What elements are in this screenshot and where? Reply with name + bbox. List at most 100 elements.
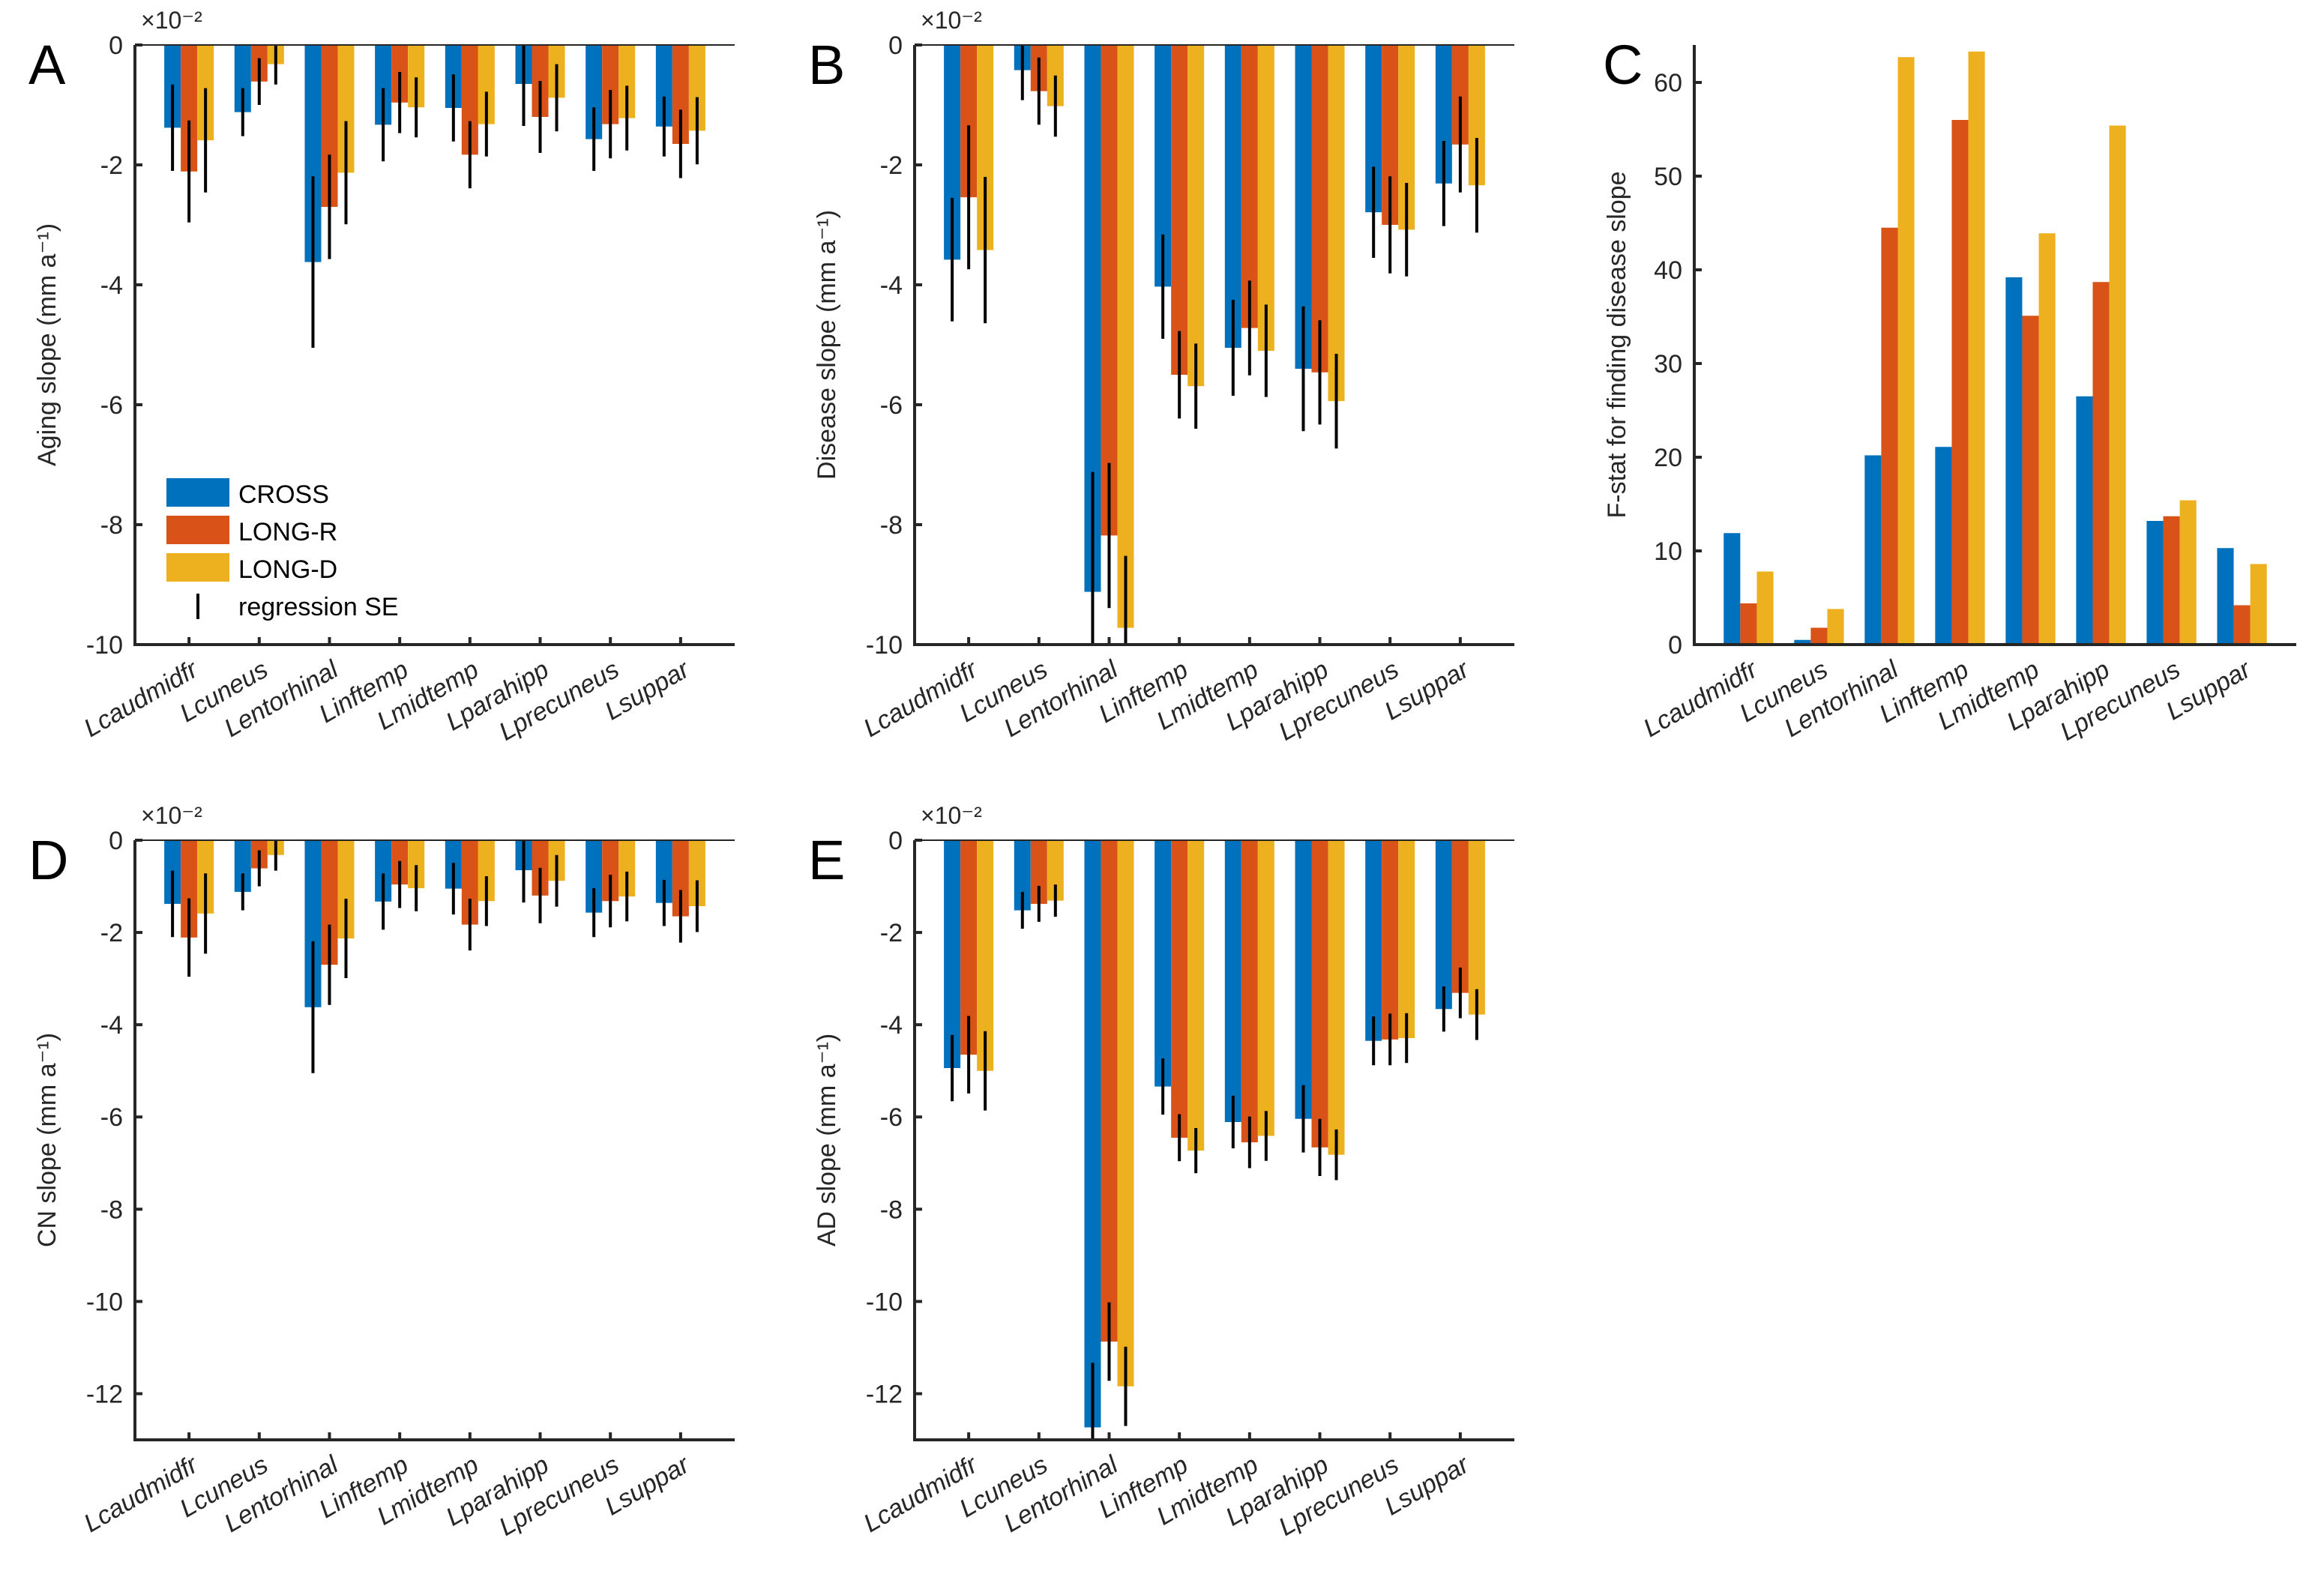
bar-long-r-lentorhinal — [321, 840, 338, 965]
bar-cross-lmidtemp — [1224, 840, 1241, 1122]
bar-long-r-linftemp — [1171, 840, 1188, 1138]
bar-long-r-lparahipp — [1311, 45, 1328, 373]
bar-long-d-lprecuneus — [1398, 45, 1415, 230]
bar-cross-lparahipp — [1295, 45, 1312, 369]
y-tick-label: -2 — [880, 919, 903, 947]
bar-long-d-lcuneus — [1827, 609, 1844, 645]
bar-cross-lsuppar — [1435, 45, 1452, 184]
y-tick-label: -8 — [880, 511, 903, 540]
legend-label: CROSS — [238, 480, 329, 509]
panel-letter: E — [808, 829, 845, 891]
bar-cross-lcuneus — [234, 45, 251, 112]
legend-label: LONG-D — [238, 555, 337, 584]
y-tick-label: -10 — [866, 631, 903, 660]
y-tick-label: -4 — [100, 1011, 123, 1040]
bar-cross-lprecuneus — [585, 45, 603, 139]
y-tick-label: -8 — [100, 1195, 123, 1224]
bar-long-d-lsuppar — [2250, 564, 2267, 645]
bar-long-r-lmidtemp — [1241, 840, 1258, 1143]
y-tick-label: 0 — [888, 827, 903, 855]
bar-long-r-lprecuneus — [2163, 516, 2180, 645]
bar-cross-lentorhinal — [304, 45, 322, 262]
bar-long-d-lsuppar — [688, 45, 705, 131]
bar-long-d-lparahipp — [1328, 45, 1345, 402]
bar-long-r-lparahipp — [1311, 840, 1328, 1148]
bar-long-d-lcaudmidfr — [977, 840, 994, 1071]
exponent-label: ×10⁻² — [141, 802, 202, 829]
bar-long-d-lprecuneus — [1398, 840, 1415, 1038]
bar-long-r-lprecuneus — [1382, 45, 1399, 225]
bar-long-r-lparahipp — [2092, 282, 2110, 645]
bar-long-r-linftemp — [1951, 120, 1969, 645]
panel-e: E-12-10-8-6-4-20LcaudmidfrLcuneusLentorh… — [808, 802, 1514, 1542]
bar-long-r-lcaudmidfr — [1740, 603, 1757, 645]
legend-label: LONG-R — [238, 518, 337, 546]
y-tick-label: 60 — [1654, 69, 1682, 97]
bar-long-d-lprecuneus — [618, 840, 636, 897]
bar-long-r-lcuneus — [1030, 840, 1047, 904]
bar-cross-lcuneus — [234, 840, 251, 892]
bar-long-r-lcaudmidfr — [181, 45, 198, 172]
legend: CROSS LONG-R LONG-D regression SE — [166, 478, 399, 621]
bar-long-d-lmidtemp — [1257, 45, 1274, 351]
bar-long-d-linftemp — [1187, 840, 1205, 1151]
bar-long-d-lentorhinal — [337, 45, 355, 173]
bar-cross-lsuppar — [1435, 840, 1452, 1010]
bar-long-d-lprecuneus — [618, 45, 636, 118]
bar-cross-linftemp — [375, 45, 392, 125]
bar-cross-linftemp — [375, 840, 392, 902]
bar-long-d-linftemp — [408, 840, 425, 888]
y-tick-label: -4 — [880, 271, 903, 300]
bar-long-r-lcaudmidfr — [181, 840, 198, 938]
y-tick-label: -2 — [880, 151, 903, 180]
bar-cross-lsuppar — [2217, 548, 2234, 645]
y-axis-label: Aging slope (mm a⁻¹) — [33, 223, 61, 466]
bar-long-d-lparahipp — [2109, 125, 2126, 645]
bar-long-d-lentorhinal — [337, 840, 355, 939]
bar-long-r-lsuppar — [672, 45, 689, 144]
bar-long-d-lsuppar — [688, 840, 705, 906]
panel-letter: C — [1603, 34, 1643, 96]
bar-long-d-lentorhinal — [1897, 57, 1915, 645]
y-axis-label: CN slope (mm a⁻¹) — [33, 1033, 61, 1247]
panel-letter: A — [28, 34, 66, 96]
bar-cross-lcaudmidfr — [1724, 533, 1741, 645]
bar-cross-lentorhinal — [1084, 840, 1101, 1428]
y-tick-label: -12 — [86, 1380, 123, 1408]
y-tick-label: -6 — [880, 391, 903, 420]
bar-long-r-lcuneus — [1810, 627, 1828, 645]
y-tick-label: -10 — [86, 631, 123, 660]
y-tick-label: -8 — [100, 511, 123, 540]
bar-long-d-lmidtemp — [478, 45, 495, 124]
bar-cross-lmidtemp — [1224, 45, 1241, 348]
bar-long-r-lmidtemp — [1241, 45, 1258, 328]
bar-long-r-lprecuneus — [602, 45, 619, 124]
y-tick-label: -6 — [880, 1103, 903, 1132]
y-tick-label: -10 — [86, 1288, 123, 1316]
bar-long-r-lentorhinal — [1881, 227, 1898, 645]
bar-cross-lprecuneus — [2146, 521, 2164, 645]
bar-long-d-lcaudmidfr — [1756, 571, 1774, 645]
bar-long-d-lcuneus — [1047, 840, 1064, 901]
y-tick-label: -6 — [100, 1103, 123, 1132]
bar-cross-lentorhinal — [1864, 455, 1882, 645]
bar-cross-lcuneus — [1014, 840, 1031, 911]
y-tick-label: 0 — [109, 31, 123, 60]
bar-cross-lentorhinal — [304, 840, 322, 1007]
exponent-label: ×10⁻² — [921, 802, 982, 829]
bar-long-r-lprecuneus — [1382, 840, 1399, 1040]
y-tick-label: 40 — [1654, 256, 1682, 285]
bar-long-d-lmidtemp — [478, 840, 495, 902]
bar-long-r-lentorhinal — [1101, 45, 1118, 536]
y-tick-label: -12 — [866, 1380, 903, 1408]
bar-cross-lprecuneus — [585, 840, 603, 913]
bar-long-r-lmidtemp — [461, 840, 478, 925]
panel-c: C0102030405060LcaudmidfrLcuneusLentorhin… — [1603, 34, 2296, 747]
y-tick-label: 10 — [1654, 537, 1682, 566]
bar-long-d-lsuppar — [1468, 840, 1485, 1015]
exponent-label: ×10⁻² — [921, 7, 982, 34]
y-tick-label: -4 — [880, 1011, 903, 1040]
y-tick-label: 0 — [888, 31, 903, 60]
y-axis-label: Disease slope (mm a⁻¹) — [813, 210, 841, 480]
panel-letter: D — [28, 829, 68, 891]
